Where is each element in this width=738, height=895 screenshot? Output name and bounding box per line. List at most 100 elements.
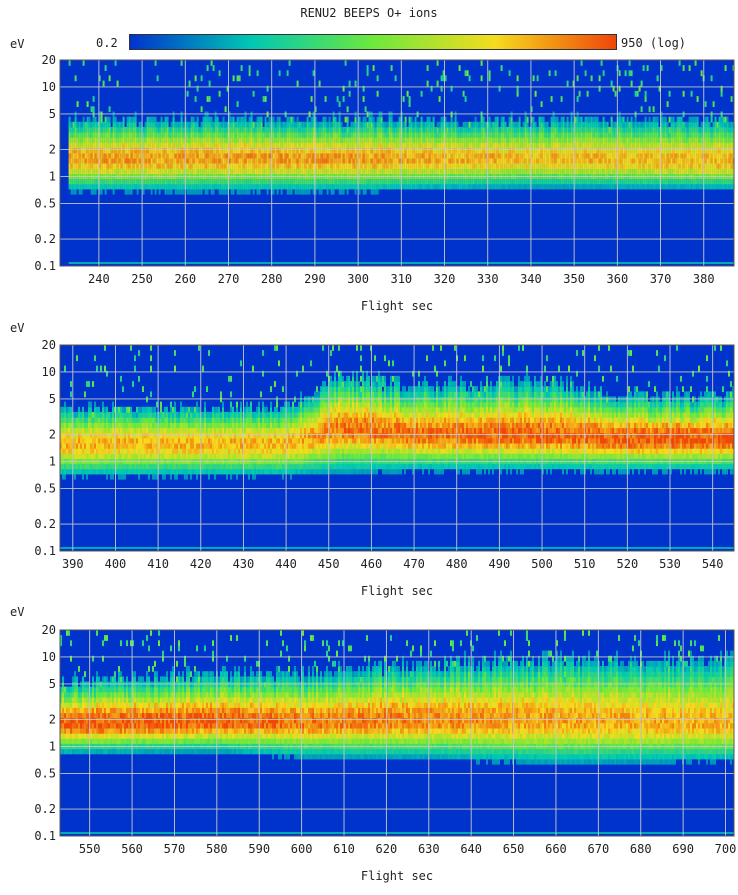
spectrogram-cell <box>590 142 593 149</box>
spectrogram-cell <box>554 152 557 159</box>
spectrogram-cell <box>608 147 611 154</box>
spectrogram-cell <box>236 137 239 144</box>
spectrogram-cell <box>80 178 83 185</box>
spectrogram-cell <box>568 178 571 185</box>
spectrogram-cell <box>86 163 89 169</box>
spectrogram-cell <box>690 147 693 154</box>
spectrogram-cell <box>444 142 447 149</box>
spectrogram-cell <box>188 157 191 164</box>
spectrogram-cell <box>114 137 117 144</box>
spectrogram-cell <box>696 157 699 164</box>
spectrogram-cell <box>538 178 541 185</box>
spectrogram-cell <box>536 137 539 144</box>
spectrogram-cell <box>724 163 727 169</box>
spectrogram-cell <box>500 116 503 123</box>
spectrogram-cell <box>212 132 215 138</box>
spectrogram-cell <box>198 152 201 159</box>
spectrogram-cell <box>84 142 87 149</box>
spectrogram-cell <box>720 85 723 92</box>
spectrogram-cell <box>144 132 147 138</box>
spectrogram-cell <box>618 132 621 138</box>
spectrogram-cell <box>212 163 215 169</box>
spectrogram-cell <box>414 157 417 164</box>
spectrogram-cell <box>198 178 201 185</box>
spectrogram-cell <box>580 157 583 164</box>
x-tick-label: 380 <box>693 272 715 286</box>
spectrogram-cell <box>544 157 547 164</box>
spectrogram-cell <box>454 163 457 169</box>
spectrogram-cell <box>94 183 97 190</box>
spectrogram-cell <box>372 147 375 154</box>
spectrogram-cell <box>164 121 167 128</box>
spectrogram-cell <box>120 178 123 185</box>
spectrogram-cell <box>256 188 259 195</box>
spectrogram-cell <box>222 188 225 195</box>
spectrogram-cell <box>362 121 365 128</box>
spectrogram-cell <box>244 111 247 118</box>
spectrogram-cell <box>730 157 733 164</box>
spectrogram-cell <box>586 147 589 154</box>
spectrogram-cell <box>200 157 203 164</box>
spectrogram-cell <box>472 157 475 164</box>
spectrogram-cell <box>604 163 607 169</box>
spectrogram-cell <box>558 147 561 154</box>
spectrogram-cell <box>352 132 355 138</box>
spectrogram-cell <box>642 178 645 185</box>
spectrogram-cell <box>598 75 601 82</box>
spectrogram-cell <box>90 137 93 144</box>
spectrogram-cell <box>126 126 129 133</box>
spectrogram-cell <box>622 163 625 169</box>
spectrogram-cell <box>548 137 551 144</box>
spectrogram-cell <box>294 178 297 185</box>
spectrogram-cell <box>714 163 717 169</box>
spectrogram-cell <box>242 152 245 159</box>
spectrogram-cell <box>360 168 363 174</box>
spectrogram-cell <box>622 121 625 128</box>
spectrogram-cell <box>676 168 679 174</box>
spectrogram-cell <box>286 137 289 144</box>
spectrogram-cell <box>202 168 205 174</box>
spectrogram-cell <box>722 142 725 149</box>
spectrogram-cell <box>94 137 97 144</box>
spectrogram-cell <box>230 137 233 144</box>
spectrogram-cell <box>90 152 93 159</box>
spectrogram-cell <box>524 178 527 185</box>
spectrogram-cell <box>344 178 347 185</box>
spectrogram-cell <box>132 116 135 123</box>
spectrogram-cell <box>510 157 513 164</box>
spectrogram-cell <box>554 168 557 174</box>
spectrogram-cell <box>580 163 583 169</box>
spectrogram-cell <box>528 178 531 185</box>
spectrogram-cell <box>72 121 75 128</box>
spectrogram-cell <box>174 163 177 169</box>
spectrogram-cell <box>178 157 181 164</box>
spectrogram-cell <box>552 111 555 118</box>
spectrogram-cell <box>606 152 609 159</box>
spectrogram-cell <box>372 152 375 159</box>
spectrogram-cell <box>312 126 315 133</box>
spectrogram-cell <box>276 137 279 144</box>
spectrogram-cell <box>290 121 293 128</box>
spectrogram-cell <box>682 183 685 190</box>
spectrogram-cell <box>724 157 727 164</box>
spectrogram-cell <box>726 163 729 169</box>
spectrogram-cell <box>80 126 83 133</box>
spectrogram-cell <box>228 183 231 190</box>
spectrogram-cell <box>142 142 145 149</box>
spectrogram-cell <box>238 168 241 174</box>
spectrogram-cell <box>74 75 77 82</box>
spectrogram-cell <box>150 116 153 123</box>
spectrogram-cell <box>256 70 259 77</box>
spectrogram-cell <box>564 147 567 154</box>
spectrogram-cell <box>530 157 533 164</box>
spectrogram-cell <box>464 168 467 174</box>
chart-title: RENU2 BEEPS O+ ions <box>300 6 438 20</box>
spectrogram-cell <box>410 183 413 190</box>
spectrogram-cell <box>216 183 219 190</box>
spectrogram-cell <box>680 126 683 133</box>
spectrogram-cell <box>382 152 385 159</box>
spectrogram-cell <box>180 142 183 149</box>
spectrogram-cell <box>110 163 113 169</box>
spectrogram-cell <box>612 121 615 128</box>
spectrogram-cell <box>320 147 323 154</box>
